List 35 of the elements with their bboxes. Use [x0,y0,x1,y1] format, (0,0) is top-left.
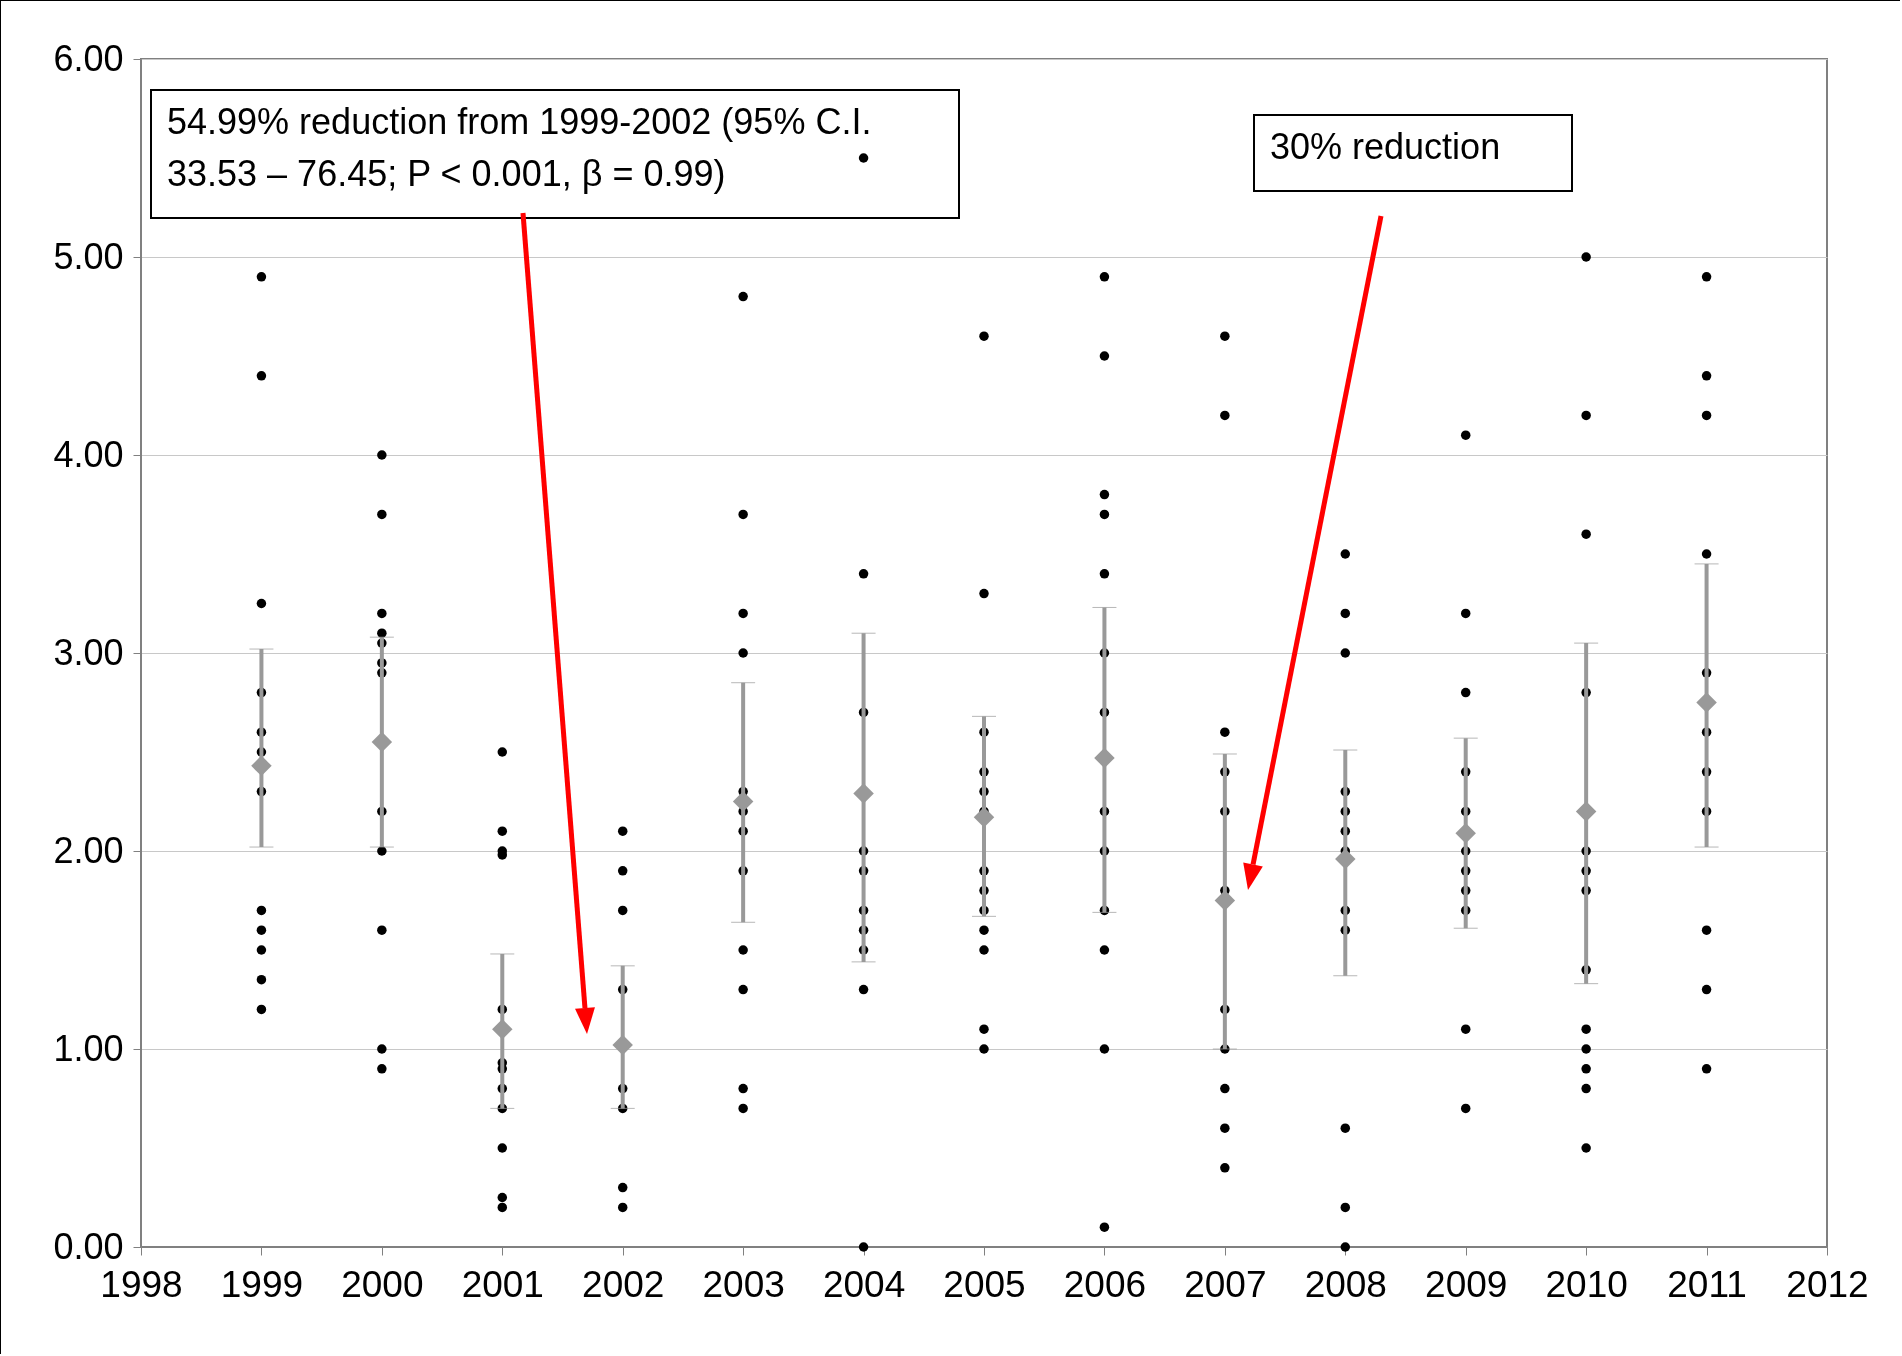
point [973,807,995,828]
point [1335,848,1356,870]
x-tick-label: 2008 [1304,1263,1387,1305]
point [853,783,874,804]
point [251,755,272,777]
point [1094,747,1115,769]
point [1696,692,1717,713]
x-tick-label: 2009 [1425,1263,1508,1305]
point [371,731,393,753]
point [732,791,754,812]
x-tick-label: 2004 [822,1263,906,1305]
annotation: 30% reduction [1270,126,1501,167]
point [1214,890,1236,911]
x-tick-label: 2007 [1184,1263,1267,1305]
x-tick-label: 2002 [582,1263,665,1305]
point [1455,822,1476,844]
x-tick-label: 1999 [220,1263,304,1305]
point [612,1034,633,1056]
x-tick-label: 2010 [1545,1263,1628,1305]
y-tick-label: 2.00 [53,829,124,871]
y-tick-label: 6.00 [53,37,124,79]
annotation: 54.99% reduction from 1999-2002 (95% C.I. 33.53 – 76.45; P < 0.001, β = 0.99) [167,101,872,194]
x-tick-label: 2000 [341,1263,424,1305]
y-tick-label: 5.00 [53,235,124,277]
point [1575,801,1597,822]
x-tick-label: 2001 [461,1263,544,1305]
x-tick-label: 2003 [702,1263,785,1305]
y-tick-label: 3.00 [53,631,124,673]
y-tick-label: 1.00 [53,1027,124,1069]
point [492,1018,513,1040]
x-tick-label: 2012 [1786,1263,1869,1305]
x-tick-label: 2011 [1667,1263,1747,1305]
y-tick-label: 4.00 [53,433,124,475]
x-tick-label: 2006 [1063,1263,1147,1305]
x-tick-label: 2005 [943,1263,1026,1305]
